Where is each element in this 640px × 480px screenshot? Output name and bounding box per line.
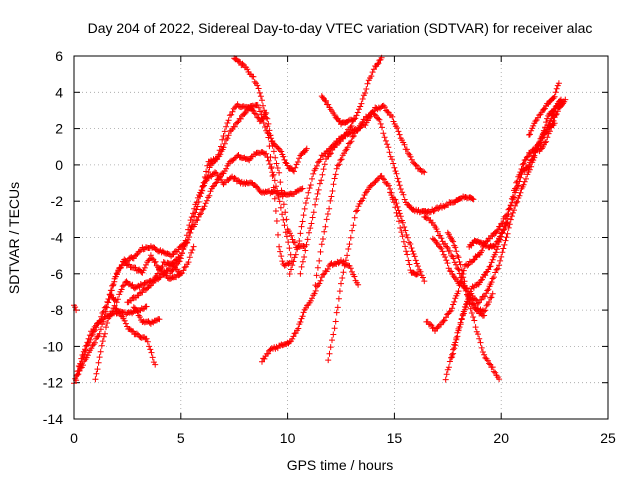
y-tick-label: -6	[51, 266, 64, 282]
data-point-markers	[297, 55, 384, 277]
y-tick-label: -10	[43, 338, 63, 354]
chart-svg: Day 204 of 2022, Sidereal Day-to-day VTE…	[0, 0, 640, 480]
y-tick-label: -2	[51, 193, 64, 209]
y-tick-label: 2	[55, 121, 63, 137]
data-series	[186, 101, 307, 250]
x-tick-label: 15	[387, 430, 403, 446]
x-tick-label: 0	[70, 430, 78, 446]
x-tick-label: 10	[280, 430, 296, 446]
data-series	[71, 302, 79, 313]
data-point-markers	[319, 93, 357, 127]
data-point-markers	[231, 55, 293, 268]
data-series	[297, 55, 384, 277]
data-series	[443, 98, 566, 382]
y-tick-label: -12	[43, 375, 63, 391]
y-tick-label: 4	[55, 84, 63, 100]
data-series	[259, 257, 361, 365]
y-axis-label: SDTVAR / TECUs	[6, 182, 22, 294]
y-tick-label: 6	[55, 48, 63, 64]
y-tick-label: 0	[55, 157, 63, 173]
data-series	[231, 55, 293, 268]
x-tick-label: 5	[177, 430, 185, 446]
data-point-markers	[443, 98, 566, 382]
chart-title: Day 204 of 2022, Sidereal Day-to-day VTE…	[88, 20, 593, 36]
x-axis-label: GPS time / hours	[287, 457, 394, 473]
y-tick-label: -4	[51, 230, 64, 246]
data-points	[71, 55, 568, 387]
data-point-markers	[71, 302, 79, 313]
data-point-markers	[186, 101, 307, 250]
data-series	[319, 93, 357, 127]
data-point-markers	[259, 257, 361, 365]
y-tick-label: -8	[51, 302, 64, 318]
y-tick-label: -14	[43, 411, 63, 427]
x-tick-label: 20	[493, 430, 509, 446]
chart-container: Day 204 of 2022, Sidereal Day-to-day VTE…	[0, 0, 640, 480]
x-tick-label: 25	[600, 430, 616, 446]
